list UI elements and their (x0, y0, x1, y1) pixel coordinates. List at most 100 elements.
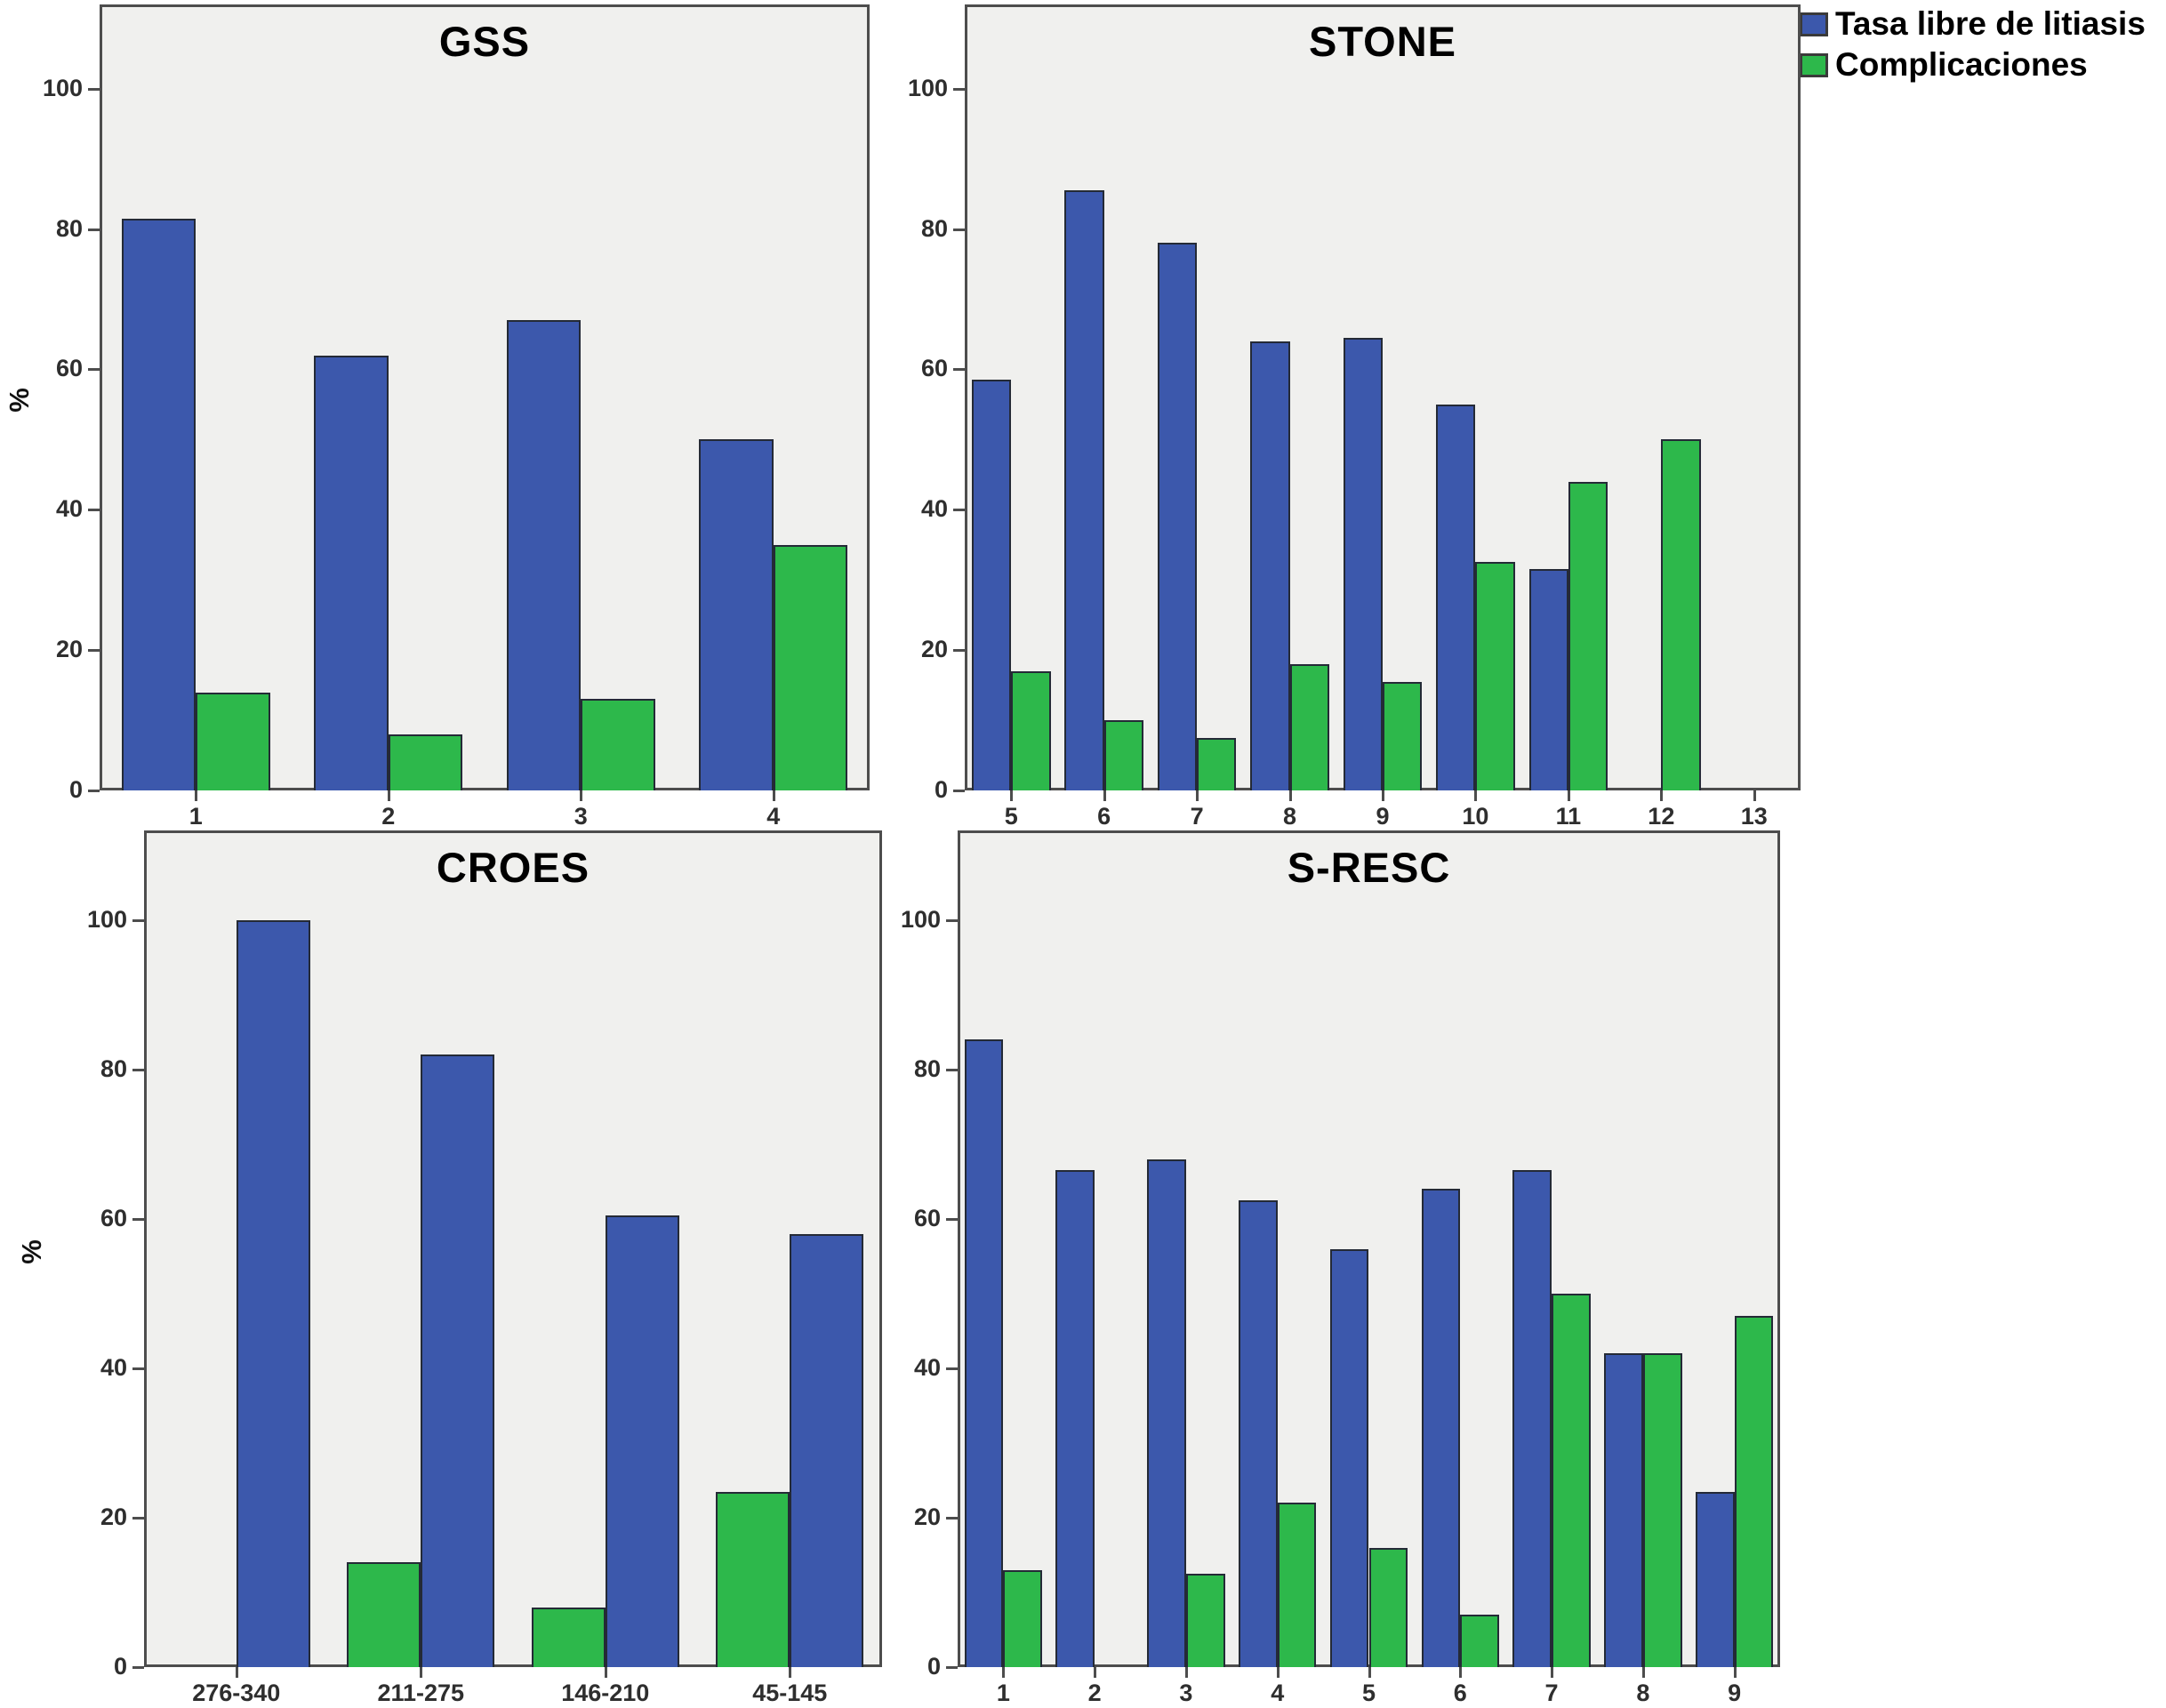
x-tick (1276, 1667, 1280, 1678)
x-tick-label: 2 (381, 803, 396, 830)
x-tick-label: 13 (1740, 803, 1768, 830)
x-tick-label: 8 (1283, 803, 1297, 830)
bar-tasa (1064, 190, 1104, 790)
y-tick (88, 509, 100, 512)
x-tick (1567, 790, 1570, 801)
y-tick-label: 20 (913, 1503, 941, 1530)
y-tick-label: 60 (55, 355, 83, 382)
y-tick-label: 80 (100, 1054, 127, 1082)
y-tick-label: 40 (920, 495, 948, 523)
y-tick (946, 1367, 958, 1370)
bar-tasa (1329, 1248, 1369, 1667)
y-tick-label: 100 (42, 74, 83, 101)
y-tick-label: 60 (100, 1204, 127, 1231)
chart-title-stone: STONE (1308, 18, 1457, 65)
x-tick-label: 1 (996, 1680, 1010, 1706)
bar-complicaciones (773, 544, 848, 790)
bar-complicaciones (1289, 663, 1329, 790)
bar-tasa (1157, 243, 1198, 790)
x-tick-label: 6 (1453, 1680, 1467, 1706)
chart-title-sresc: S-RESC (1287, 844, 1451, 891)
x-tick (1459, 1667, 1463, 1678)
x-tick-label: 5 (1361, 1680, 1376, 1706)
bar-tasa (121, 218, 197, 790)
bar-complicaciones (1734, 1316, 1774, 1667)
legend-item-tasa: Tasa libre de litiasis (1800, 4, 2146, 44)
x-tick-label: 7 (1190, 803, 1204, 830)
bar-complicaciones (1277, 1503, 1317, 1667)
bar-tasa (1512, 1170, 1552, 1667)
bar-complicaciones (716, 1491, 790, 1667)
x-tick (1660, 790, 1664, 801)
x-tick-label: 6 (1097, 803, 1111, 830)
x-tick (1010, 790, 1014, 801)
x-tick-label: 7 (1544, 1680, 1559, 1706)
y-tick (946, 1516, 958, 1520)
y-tick (88, 87, 100, 91)
y-tick-label: 80 (55, 214, 83, 242)
bar-tasa (790, 1233, 864, 1667)
y-tick-label: 40 (55, 495, 83, 523)
legend-label-tasa: Tasa libre de litiasis (1835, 5, 2146, 42)
x-tick-label: 11 (1555, 803, 1582, 830)
legend-item-complicaciones: Complicaciones (1800, 44, 2146, 85)
bar-complicaciones (1475, 562, 1515, 790)
x-tick-label: 3 (1179, 1680, 1193, 1706)
y-tick-label: 0 (113, 1653, 127, 1680)
bar-tasa (1695, 1491, 1735, 1667)
bar-tasa (1436, 404, 1476, 790)
x-tick (387, 790, 390, 801)
chart-panel-sresc: S-RESC 0 20 40 60 80 100 1 2 3 4 5 6 7 8 9 (858, 830, 1780, 1707)
y-tick (953, 649, 965, 653)
x-tick (1753, 790, 1756, 801)
bar-complicaciones (388, 734, 463, 790)
x-tick-label: 4 (766, 803, 781, 830)
x-tick (1641, 1667, 1645, 1678)
y-tick-label: 60 (913, 1204, 941, 1231)
x-tick (1382, 790, 1384, 801)
bar-complicaciones (531, 1607, 606, 1667)
x-tick-label: 1 (189, 803, 203, 830)
x-tick-label: 3 (574, 803, 588, 830)
x-tick-label: 9 (1728, 1680, 1742, 1706)
x-tick (1733, 1667, 1737, 1678)
x-tick (1103, 790, 1106, 801)
bar-tasa (236, 919, 310, 1667)
y-tick-label: 20 (100, 1503, 127, 1530)
bar-complicaciones (1185, 1573, 1225, 1667)
bar-tasa (1250, 341, 1290, 790)
x-tick-label: 10 (1462, 803, 1489, 830)
chart-panel-stone: STONE 0 20 40 60 80 100 5 6 7 8 9 10 11 12 13 (867, 4, 1801, 830)
bar-tasa (506, 320, 582, 790)
x-tick (235, 1667, 238, 1678)
bar-tasa (605, 1215, 679, 1667)
y-tick (953, 509, 965, 512)
bar-tasa (1055, 1170, 1095, 1667)
y-tick-label: 20 (55, 636, 83, 663)
x-tick-label: 146-210 (561, 1680, 650, 1706)
x-tick-label: 2 (1087, 1680, 1102, 1706)
x-tick (1288, 790, 1292, 801)
legend-label-complicaciones: Complicaciones (1835, 46, 2088, 83)
y-tick (132, 1516, 144, 1520)
bar-complicaciones (1661, 439, 1701, 790)
x-tick (772, 790, 775, 801)
x-tick (1368, 1667, 1371, 1678)
y-tick (132, 918, 144, 922)
bar-complicaciones (1552, 1293, 1591, 1667)
y-tick (88, 368, 100, 372)
x-tick (604, 1667, 607, 1678)
y-tick (132, 1068, 144, 1071)
legend-swatch-blue (1800, 12, 1828, 36)
x-tick (195, 790, 198, 801)
bar-tasa (1528, 569, 1568, 790)
x-tick (580, 790, 583, 801)
y-tick-label: 0 (927, 1653, 941, 1680)
bar-complicaciones (581, 699, 655, 790)
chart-panel-croes: % CROES 0 20 40 60 80 100 276-340 211-275 146-21… (16, 830, 882, 1707)
y-tick (946, 1666, 958, 1669)
y-tick (132, 1367, 144, 1370)
x-tick-label: 276-340 (192, 1680, 281, 1706)
bar-complicaciones (347, 1562, 421, 1667)
